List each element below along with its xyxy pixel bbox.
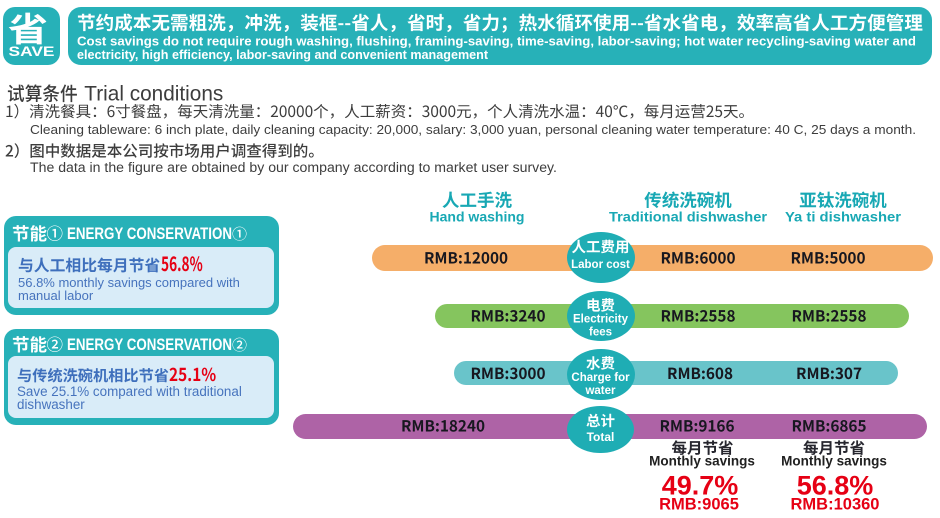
svg-text:SAVE: SAVE: [9, 43, 55, 59]
svg-text:Monthly savings: Monthly savings: [649, 454, 755, 469]
svg-text:manual labor: manual labor: [18, 288, 94, 303]
svg-text:fees: fees: [589, 327, 612, 339]
svg-text:water: water: [584, 385, 616, 397]
svg-text:Cleaning tableware: 6 inch pla: Cleaning tableware: 6 inch plate, daily …: [30, 123, 916, 137]
svg-text:56.8%: 56.8%: [797, 471, 874, 501]
svg-text:Trial conditions: Trial conditions: [84, 83, 223, 106]
svg-text:49.7%: 49.7%: [662, 471, 739, 501]
svg-text:Ya ti dishwasher: Ya ti dishwasher: [785, 209, 902, 225]
svg-text:Charge for: Charge for: [571, 372, 630, 384]
svg-text:Save 25.1% compared with tradi: Save 25.1% compared with traditional: [17, 384, 242, 399]
svg-text:ENERGY CONSERVATION: ENERGY CONSERVATION: [67, 225, 232, 243]
svg-text:RMB:9065: RMB:9065: [659, 496, 739, 514]
svg-text:The data in the figure are obt: The data in the figure are obtained by o…: [30, 159, 557, 175]
svg-text:dishwasher: dishwasher: [17, 397, 85, 412]
svg-text:56.8% monthly savings compared: 56.8% monthly savings compared with: [18, 275, 240, 290]
svg-text:Electricity: Electricity: [573, 314, 629, 326]
svg-text:electricity, high efficiency,: electricity, high efficiency, labor-savi…: [77, 48, 489, 62]
svg-text:Labor cost: Labor cost: [571, 259, 630, 271]
svg-text:Cost savings do not require ro: Cost savings do not require rough washin…: [77, 34, 916, 49]
svg-text:RMB:10360: RMB:10360: [791, 496, 880, 514]
svg-text:ENERGY CONSERVATION: ENERGY CONSERVATION: [67, 336, 232, 354]
svg-text:Traditional dishwasher: Traditional dishwasher: [609, 209, 768, 225]
svg-text:Monthly savings: Monthly savings: [781, 454, 887, 469]
svg-text:Hand washing: Hand washing: [430, 209, 525, 225]
svg-text:Total: Total: [587, 430, 615, 444]
